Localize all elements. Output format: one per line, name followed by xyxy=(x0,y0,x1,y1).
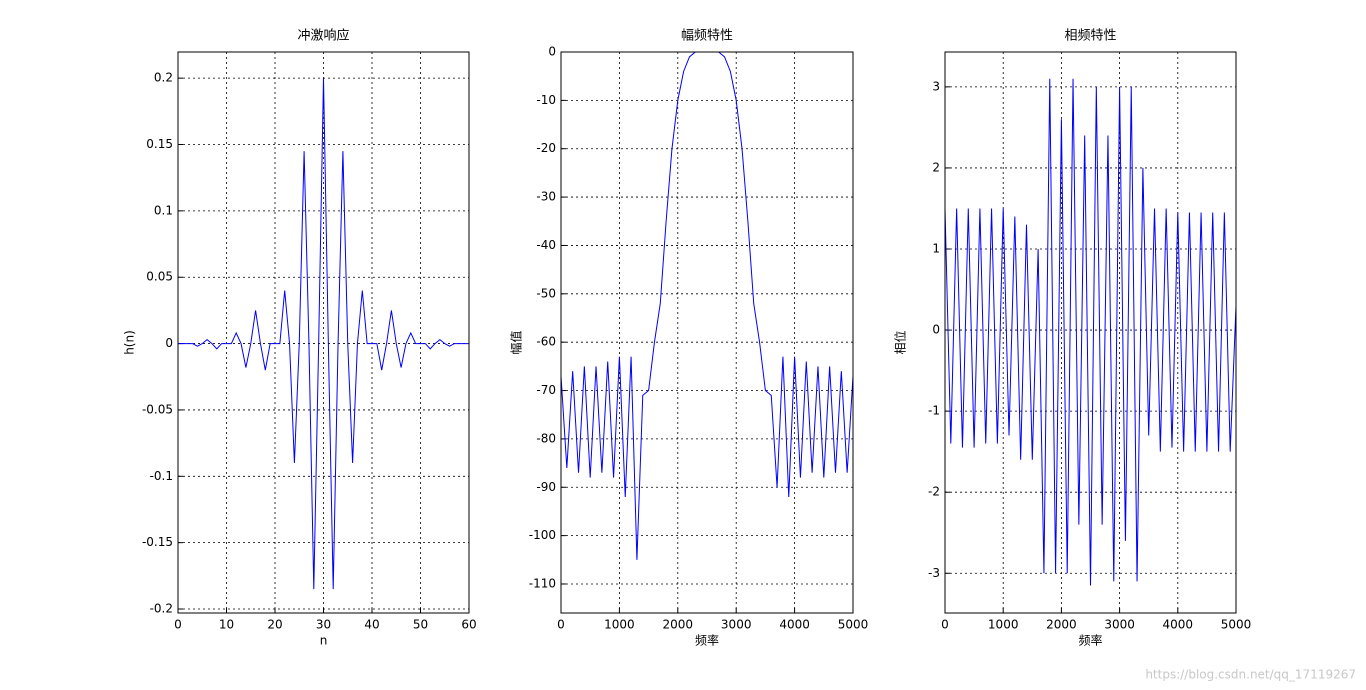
y-tick-label: 0 xyxy=(165,336,173,350)
y-tick-label: -10 xyxy=(536,93,556,107)
data-line xyxy=(944,78,1237,586)
axes-box xyxy=(177,51,470,614)
y-tick-label: -90 xyxy=(536,480,556,494)
y-tick-label: 1 xyxy=(932,241,940,255)
y-tick-label: 3 xyxy=(932,79,940,93)
x-tick-label: 3000 xyxy=(1104,618,1135,632)
x-tick-label: 30 xyxy=(316,618,331,632)
y-tick-label: -80 xyxy=(536,431,556,445)
y-tick-label: -100 xyxy=(529,528,556,542)
x-axis-label: n xyxy=(320,634,328,648)
y-tick-label: -30 xyxy=(536,190,556,204)
y-tick-label: -0.2 xyxy=(150,602,173,616)
x-tick-label: 5000 xyxy=(838,618,869,632)
y-tick-label: 0.2 xyxy=(154,71,173,85)
y-tick-label: -40 xyxy=(536,238,556,252)
y-tick-label: -3 xyxy=(928,566,940,580)
y-tick-label: 0.15 xyxy=(146,137,173,151)
y-tick-label: -60 xyxy=(536,335,556,349)
y-tick-label: 2 xyxy=(932,160,940,174)
y-axis-label: h(n) xyxy=(123,330,137,355)
x-tick-label: 10 xyxy=(219,618,234,632)
y-tick-label: -50 xyxy=(536,286,556,300)
x-tick-label: 1000 xyxy=(988,618,1019,632)
x-tick-label: 4000 xyxy=(779,618,810,632)
data-line xyxy=(178,78,469,590)
y-tick-label: -2 xyxy=(928,485,940,499)
y-axis-label: 相位 xyxy=(893,330,908,354)
x-tick-label: 0 xyxy=(174,618,182,632)
x-tick-label: 2000 xyxy=(663,618,694,632)
x-tick-label: 2000 xyxy=(1046,618,1077,632)
chart-title: 冲激响应 xyxy=(297,28,349,44)
y-tick-label: -0.15 xyxy=(142,535,173,549)
x-tick-label: 5000 xyxy=(1221,618,1252,632)
axes-box xyxy=(944,51,1237,614)
x-tick-label: 1000 xyxy=(604,618,635,632)
x-axis-label: 频率 xyxy=(1078,633,1102,648)
y-tick-label: 0.05 xyxy=(146,270,173,284)
watermark: https://blog.csdn.net/qq_17119267 xyxy=(1145,668,1356,682)
x-tick-label: 4000 xyxy=(1163,618,1194,632)
y-axis-label: 幅值 xyxy=(509,330,524,354)
axes-box xyxy=(560,51,854,614)
y-tick-label: 0 xyxy=(932,323,940,337)
x-tick-label: 50 xyxy=(413,618,428,632)
chart-title: 相频特性 xyxy=(1064,29,1116,44)
x-tick-label: 40 xyxy=(364,618,379,632)
y-tick-label: -1 xyxy=(928,404,940,418)
y-tick-label: -0.1 xyxy=(150,469,173,483)
y-tick-label: 0.1 xyxy=(154,203,173,217)
y-tick-label: -70 xyxy=(536,383,556,397)
chart-title: 幅频特性 xyxy=(681,29,733,44)
y-tick-label: -110 xyxy=(529,576,556,590)
x-tick-label: 60 xyxy=(461,618,476,632)
y-tick-label: 0 xyxy=(548,45,556,59)
y-tick-label: -20 xyxy=(536,141,556,155)
x-tick-label: 0 xyxy=(557,618,565,632)
y-tick-label: -0.05 xyxy=(142,402,173,416)
x-tick-label: 20 xyxy=(267,618,282,632)
x-axis-label: 频率 xyxy=(695,633,719,648)
x-tick-label: 0 xyxy=(941,618,949,632)
x-tick-label: 3000 xyxy=(721,618,752,632)
